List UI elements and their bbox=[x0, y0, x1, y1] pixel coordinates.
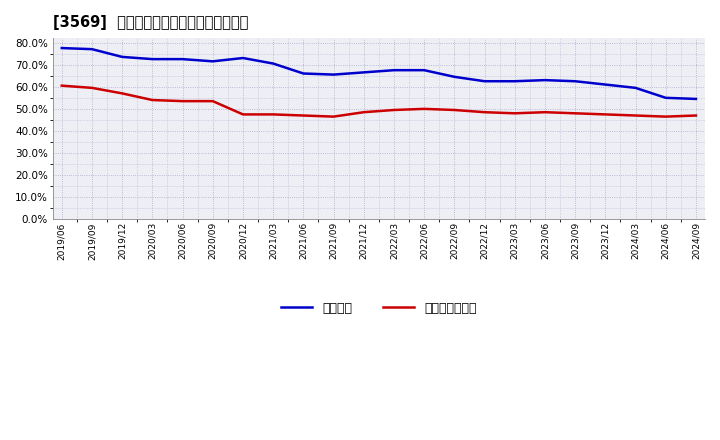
固定比率 bbox=[238, 55, 247, 61]
Line: 固定長期適合率: 固定長期適合率 bbox=[62, 86, 696, 117]
固定長期適合率 bbox=[238, 112, 247, 117]
固定比率 bbox=[662, 95, 670, 100]
固定比率 bbox=[269, 61, 277, 66]
固定比率 bbox=[390, 67, 398, 73]
固定長期適合率 bbox=[450, 107, 459, 113]
固定長期適合率 bbox=[329, 114, 338, 119]
固定比率 bbox=[510, 79, 519, 84]
固定比率 bbox=[118, 54, 127, 59]
固定長期適合率 bbox=[359, 110, 368, 115]
固定長期適合率 bbox=[390, 107, 398, 113]
固定長期適合率 bbox=[510, 111, 519, 116]
固定長期適合率 bbox=[118, 91, 127, 96]
固定長期適合率 bbox=[662, 114, 670, 119]
固定比率 bbox=[148, 56, 157, 62]
固定比率 bbox=[450, 74, 459, 80]
固定比率 bbox=[420, 67, 428, 73]
固定比率 bbox=[359, 70, 368, 75]
固定長期適合率 bbox=[601, 112, 610, 117]
固定長期適合率 bbox=[480, 110, 489, 115]
固定比率 bbox=[58, 45, 66, 51]
固定長期適合率 bbox=[179, 99, 187, 104]
Text: [3569]  固定比率、固定長期適合率の推移: [3569] 固定比率、固定長期適合率の推移 bbox=[53, 15, 248, 30]
固定長期適合率 bbox=[541, 110, 549, 115]
固定比率 bbox=[329, 72, 338, 77]
固定比率 bbox=[480, 79, 489, 84]
固定比率 bbox=[88, 47, 96, 52]
固定長期適合率 bbox=[420, 106, 428, 111]
固定比率 bbox=[692, 96, 701, 102]
固定長期適合率 bbox=[58, 83, 66, 88]
固定比率 bbox=[541, 77, 549, 83]
固定比率 bbox=[179, 56, 187, 62]
固定長期適合率 bbox=[148, 97, 157, 103]
固定長期適合率 bbox=[269, 112, 277, 117]
固定比率 bbox=[631, 85, 640, 91]
固定比率 bbox=[601, 82, 610, 87]
固定長期適合率 bbox=[209, 99, 217, 104]
固定長期適合率 bbox=[88, 85, 96, 91]
Line: 固定比率: 固定比率 bbox=[62, 48, 696, 99]
固定長期適合率 bbox=[631, 113, 640, 118]
固定比率 bbox=[571, 79, 580, 84]
固定長期適合率 bbox=[299, 113, 307, 118]
固定比率 bbox=[209, 59, 217, 64]
固定長期適合率 bbox=[571, 111, 580, 116]
固定長期適合率 bbox=[692, 113, 701, 118]
固定比率 bbox=[299, 71, 307, 76]
Legend: 固定比率, 固定長期適合率: 固定比率, 固定長期適合率 bbox=[281, 302, 477, 315]
